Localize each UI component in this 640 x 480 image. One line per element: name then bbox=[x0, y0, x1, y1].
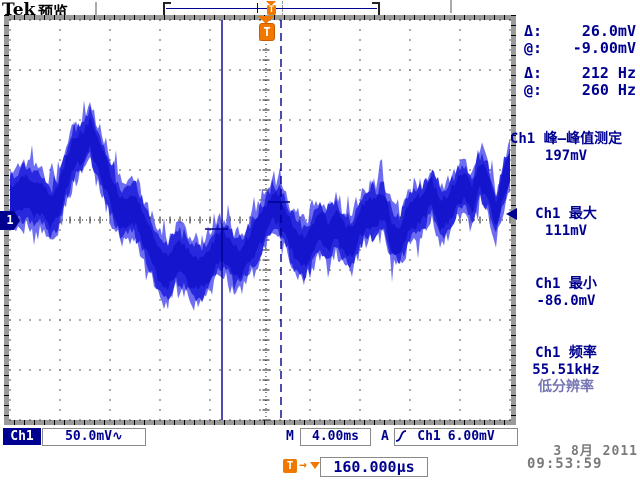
at-frequency-value: 260 Hz bbox=[581, 81, 636, 99]
measurement-maximum: Ch1 最大 111mV bbox=[492, 206, 640, 240]
trigger-level-arrow-icon[interactable] bbox=[506, 208, 517, 220]
timebase-readout[interactable]: 4.00ms bbox=[300, 428, 371, 446]
triangle-down-icon bbox=[310, 462, 320, 469]
low-resolution-qualifier: 低分辨率 bbox=[538, 379, 594, 395]
trigger-group-label: A bbox=[381, 429, 389, 444]
measurement-peak-to-peak: Ch1 峰—峰值测定 197mV bbox=[492, 131, 640, 165]
cursor-delta-voltage-row: Δ: 26.0mV bbox=[524, 22, 636, 40]
graticule-border-bottom bbox=[4, 420, 516, 425]
arrow-right-icon: → bbox=[299, 458, 307, 473]
at-label: @: bbox=[524, 39, 543, 57]
record-view-dashed-mark bbox=[282, 1, 283, 16]
measurement-value: -86.0mV bbox=[536, 293, 596, 309]
at-label: @: bbox=[524, 81, 543, 99]
measurement-title: Ch1 峰—峰值测定 bbox=[509, 131, 623, 147]
measurement-minimum: Ch1 最小 -86.0mV bbox=[492, 276, 640, 310]
trigger-position-marker-icon[interactable]: T bbox=[259, 23, 275, 41]
rising-edge-icon bbox=[395, 430, 407, 442]
at-voltage-value: -9.00mV bbox=[572, 39, 636, 57]
measurement-frequency: Ch1 频率 55.51kHz 低分辨率 bbox=[492, 345, 640, 396]
horizontal-trigger-marker-icon: T bbox=[283, 459, 297, 473]
delta-label: Δ: bbox=[524, 22, 543, 40]
record-trigger-marker-icon[interactable]: T bbox=[267, 5, 276, 15]
vertical-scale-readout[interactable]: 50.0mV∿ bbox=[42, 428, 146, 446]
delta-frequency-value: 212 Hz bbox=[581, 64, 636, 82]
cursor-delta-frequency-row: Δ: 212 Hz bbox=[524, 64, 636, 82]
cursor-at-voltage-row: @: -9.00mV bbox=[524, 39, 636, 57]
graticule-border-right bbox=[511, 15, 516, 425]
record-trigger-arrow-icon[interactable] bbox=[266, 1, 276, 6]
time-display: 09:53:59 bbox=[527, 456, 603, 472]
timebase-label: M bbox=[286, 429, 294, 444]
delta-label: Δ: bbox=[524, 64, 543, 82]
measurement-title: Ch1 最小 bbox=[535, 276, 597, 292]
trigger-readout[interactable]: Ch1 6.00mV bbox=[394, 428, 518, 446]
measurement-title: Ch1 最大 bbox=[535, 206, 597, 222]
trigger-level-value: 6.00mV bbox=[447, 429, 495, 444]
topbar-tick-right bbox=[450, 0, 452, 13]
measurement-value: 55.51kHz bbox=[532, 362, 600, 378]
horizontal-delay-readout[interactable]: 160.000µs bbox=[320, 457, 428, 477]
topbar-tick-left bbox=[95, 2, 97, 16]
delta-voltage-value: 26.0mV bbox=[581, 22, 636, 40]
trigger-position-arrow-icon[interactable] bbox=[258, 16, 274, 24]
measurement-value: 197mV bbox=[544, 148, 588, 164]
channel1-ground-marker[interactable]: 1 bbox=[0, 211, 20, 230]
record-view-cursor-tick bbox=[257, 3, 258, 13]
measurement-title: Ch1 频率 bbox=[535, 345, 597, 361]
trigger-source: Ch1 bbox=[417, 429, 441, 444]
date-display: 3 8月 2011 bbox=[553, 444, 638, 459]
cursor-at-frequency-row: @: 260 Hz bbox=[524, 81, 636, 99]
channel1-badge[interactable]: Ch1 bbox=[3, 428, 41, 445]
measurement-value: 111mV bbox=[544, 223, 588, 239]
